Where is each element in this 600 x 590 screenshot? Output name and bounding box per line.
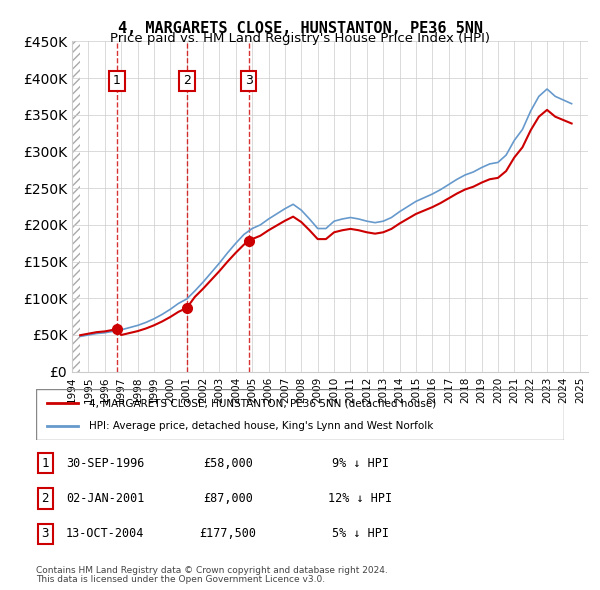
- Text: 12% ↓ HPI: 12% ↓ HPI: [328, 492, 392, 505]
- Text: Contains HM Land Registry data © Crown copyright and database right 2024.: Contains HM Land Registry data © Crown c…: [36, 566, 388, 575]
- Text: HPI: Average price, detached house, King's Lynn and West Norfolk: HPI: Average price, detached house, King…: [89, 421, 433, 431]
- Text: 02-JAN-2001: 02-JAN-2001: [66, 492, 144, 505]
- Text: 3: 3: [41, 527, 49, 540]
- Text: £58,000: £58,000: [203, 457, 253, 470]
- Text: 5% ↓ HPI: 5% ↓ HPI: [331, 527, 389, 540]
- Text: 2: 2: [41, 492, 49, 505]
- Text: 3: 3: [245, 74, 253, 87]
- Text: This data is licensed under the Open Government Licence v3.0.: This data is licensed under the Open Gov…: [36, 575, 325, 584]
- Text: 1: 1: [113, 74, 121, 87]
- Text: 2: 2: [183, 74, 191, 87]
- Text: 4, MARGARETS CLOSE, HUNSTANTON, PE36 5NN: 4, MARGARETS CLOSE, HUNSTANTON, PE36 5NN: [118, 21, 482, 35]
- Bar: [72, 41, 80, 372]
- Text: £177,500: £177,500: [199, 527, 257, 540]
- Text: Price paid vs. HM Land Registry's House Price Index (HPI): Price paid vs. HM Land Registry's House …: [110, 32, 490, 45]
- Text: 9% ↓ HPI: 9% ↓ HPI: [331, 457, 389, 470]
- Bar: [72, 41, 80, 372]
- Text: 1: 1: [41, 457, 49, 470]
- Text: 30-SEP-1996: 30-SEP-1996: [66, 457, 144, 470]
- Text: 4, MARGARETS CLOSE, HUNSTANTON, PE36 5NN (detached house): 4, MARGARETS CLOSE, HUNSTANTON, PE36 5NN…: [89, 398, 436, 408]
- Text: £87,000: £87,000: [203, 492, 253, 505]
- Text: 13-OCT-2004: 13-OCT-2004: [66, 527, 144, 540]
